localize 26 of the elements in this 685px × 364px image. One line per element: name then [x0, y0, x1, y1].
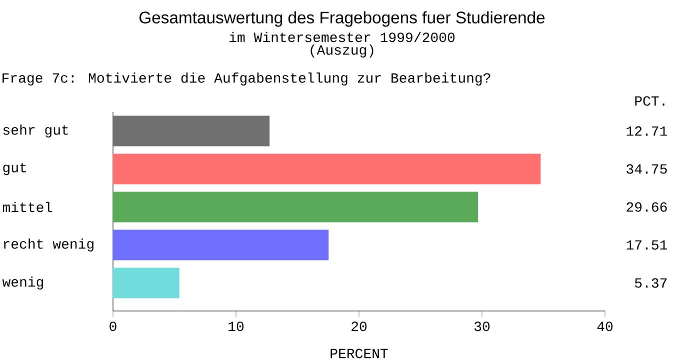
data-label: 34.75: [626, 164, 667, 174]
bar: [112, 192, 478, 222]
text: PCT.: [635, 96, 664, 106]
x-tick-label: 20: [352, 322, 367, 332]
chart-subtitle: im Wintersemester 1999/2000: [230, 32, 455, 42]
data-label: 12.71: [626, 126, 668, 136]
bar: [112, 230, 329, 260]
text: (Auszug): [310, 44, 374, 58]
data-label: 5.37: [635, 278, 667, 288]
chart-title: Gesamtauswertung des Fragebogens fuer Studierende: [139, 11, 545, 27]
bar: [112, 116, 270, 146]
y-tick-label: recht wenig: [4, 238, 94, 252]
bar: [112, 268, 180, 298]
data-label: 29.66: [626, 202, 667, 212]
x-tick-label: 30: [474, 322, 490, 332]
text: Frage 7c: Motivierte die Aufgabenstellung zur Bearbeitung?: [2, 72, 490, 86]
y-tick-label: sehr gut: [3, 124, 68, 138]
x-tick-label: 10: [228, 322, 244, 332]
bar: [112, 154, 541, 184]
x-tick-label: 0: [110, 322, 116, 332]
x-tick-label: 40: [597, 322, 613, 332]
x-axis-title: PERCENT: [330, 348, 388, 358]
y-tick-label: gut: [3, 162, 26, 176]
data-label: 17.51: [626, 240, 668, 250]
y-tick-label: wenig: [2, 276, 44, 290]
y-tick-label: mittel: [2, 202, 52, 212]
